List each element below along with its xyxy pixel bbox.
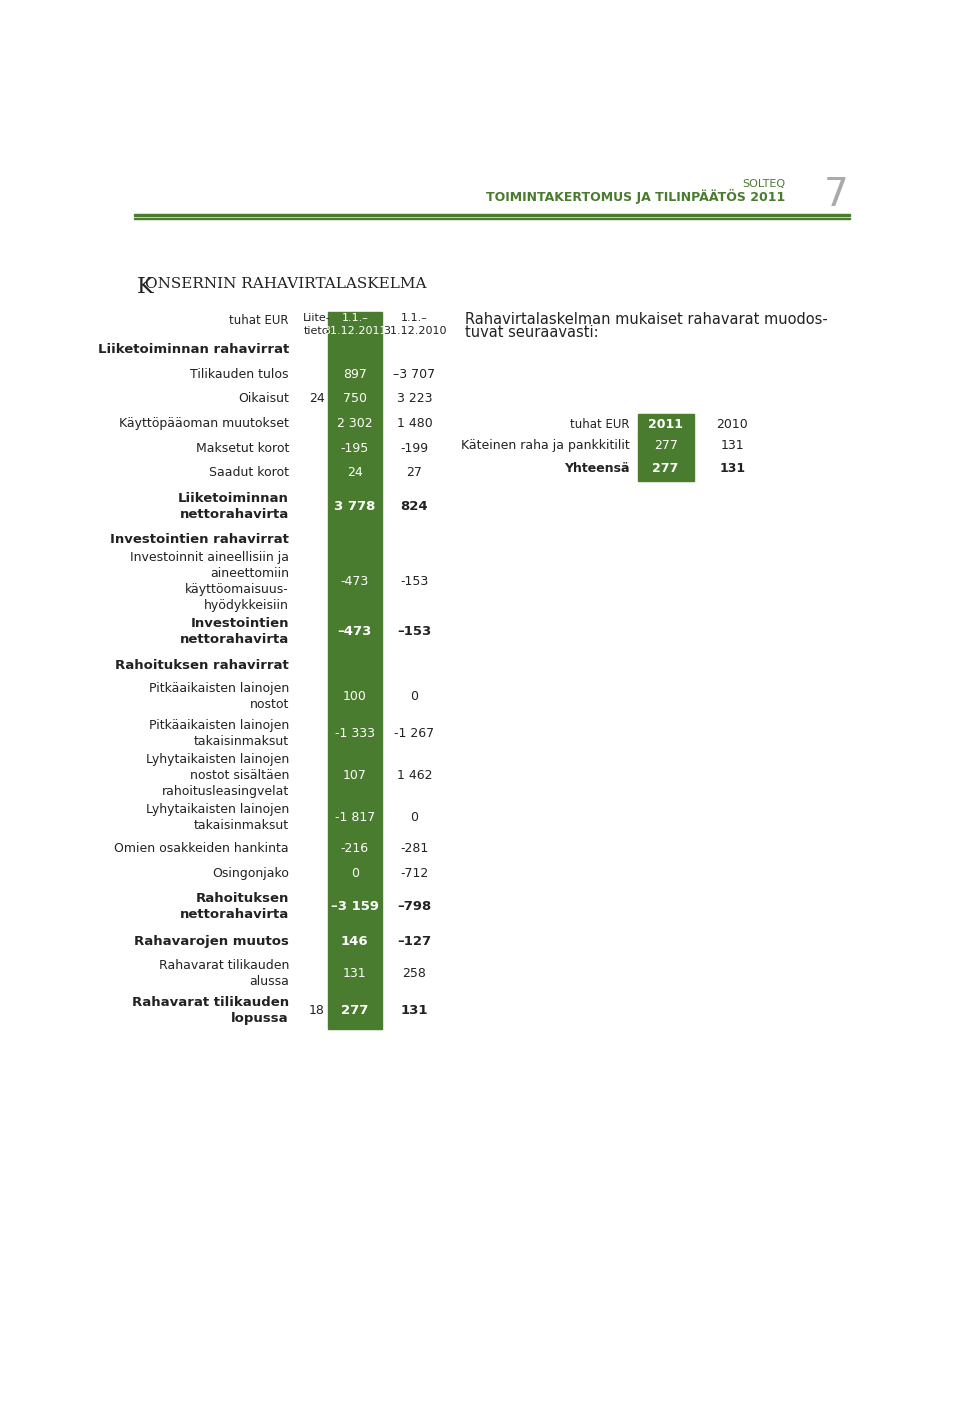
- Text: 24: 24: [309, 393, 324, 405]
- Text: -281: -281: [400, 842, 428, 856]
- Text: 2010: 2010: [716, 418, 748, 431]
- Text: Käyttöpääoman muutokset: Käyttöpääoman muutokset: [119, 417, 289, 431]
- Text: -153: -153: [400, 575, 428, 587]
- Text: Rahavarojen muutos: Rahavarojen muutos: [134, 935, 289, 947]
- Text: 277: 277: [654, 439, 678, 452]
- Text: Käteinen raha ja pankkitilit: Käteinen raha ja pankkitilit: [461, 439, 630, 452]
- Text: Pitkäaikaisten lainojen
takaisinmaksut: Pitkäaikaisten lainojen takaisinmaksut: [149, 719, 289, 747]
- Text: Liiketoiminnan
nettorahavirta: Liiketoiminnan nettorahavirta: [178, 491, 289, 521]
- Text: tuhat EUR: tuhat EUR: [229, 315, 289, 328]
- Text: 18: 18: [309, 1004, 324, 1017]
- Text: Rahavarat tilikauden
alussa: Rahavarat tilikauden alussa: [158, 959, 289, 988]
- Text: 258: 258: [402, 967, 426, 980]
- Text: 1.1.–
31.12.2010: 1.1.– 31.12.2010: [383, 313, 446, 336]
- Text: 146: 146: [341, 935, 369, 947]
- Text: 100: 100: [343, 689, 367, 703]
- Text: 277: 277: [341, 1004, 369, 1017]
- Text: 1 480: 1 480: [396, 417, 432, 431]
- Text: –3 159: –3 159: [331, 901, 379, 914]
- Text: Rahoituksen
nettorahavirta: Rahoituksen nettorahavirta: [180, 892, 289, 921]
- Text: Lyhytaikaisten lainojen
nostot sisältäen
rahoitusleasingvelat: Lyhytaikaisten lainojen nostot sisältäen…: [146, 753, 289, 798]
- Text: Investointien rahavirrat: Investointien rahavirrat: [110, 534, 289, 546]
- Text: Yhteensä: Yhteensä: [564, 463, 630, 476]
- Text: -1 267: -1 267: [395, 727, 435, 740]
- Text: -473: -473: [341, 575, 369, 587]
- Text: Rahoituksen rahavirrat: Rahoituksen rahavirrat: [115, 659, 289, 672]
- Text: -216: -216: [341, 842, 369, 856]
- Text: Liiketoiminnan rahavirrat: Liiketoiminnan rahavirrat: [98, 343, 289, 356]
- Text: -1 333: -1 333: [335, 727, 374, 740]
- Text: Maksetut korot: Maksetut korot: [196, 442, 289, 455]
- Text: Saadut korot: Saadut korot: [209, 466, 289, 479]
- Text: 750: 750: [343, 393, 367, 405]
- Text: 107: 107: [343, 770, 367, 782]
- Text: tuvat seuraavasti:: tuvat seuraavasti:: [465, 325, 598, 340]
- Text: Rahavarat tilikauden
lopussa: Rahavarat tilikauden lopussa: [132, 995, 289, 1025]
- Text: 24: 24: [347, 466, 363, 479]
- Bar: [327, 337, 382, 1029]
- Text: -199: -199: [400, 442, 428, 455]
- Text: –127: –127: [397, 935, 432, 947]
- Text: 0: 0: [411, 812, 419, 825]
- Text: tuhat EUR: tuhat EUR: [570, 418, 630, 431]
- Text: Pitkäaikaisten lainojen
nostot: Pitkäaikaisten lainojen nostot: [149, 682, 289, 710]
- Text: -1 817: -1 817: [335, 812, 375, 825]
- Text: -712: -712: [400, 867, 428, 880]
- Text: Investoinnit aineellisiin ja
aineettomiin
käyttöomaisuus-
hyödykkeisiin: Investoinnit aineellisiin ja aineettomii…: [130, 551, 289, 611]
- Text: SOLTEQ: SOLTEQ: [742, 179, 785, 189]
- Text: 824: 824: [400, 500, 428, 513]
- Text: –798: –798: [397, 901, 432, 914]
- Text: 27: 27: [407, 466, 422, 479]
- Text: Tilikauden tulos: Tilikauden tulos: [190, 367, 289, 381]
- Text: 2 302: 2 302: [337, 417, 372, 431]
- Text: 0: 0: [350, 867, 359, 880]
- Text: Lyhytaikaisten lainojen
takaisinmaksut: Lyhytaikaisten lainojen takaisinmaksut: [146, 803, 289, 832]
- Text: 131: 131: [400, 1004, 428, 1017]
- Text: 131: 131: [719, 463, 745, 476]
- Text: Liite-
tieto: Liite- tieto: [303, 313, 331, 336]
- Text: –473: –473: [338, 626, 372, 638]
- Text: 131: 131: [343, 967, 367, 980]
- Text: 1.1.–
31.12.2011: 1.1.– 31.12.2011: [324, 313, 387, 336]
- Text: 277: 277: [653, 463, 679, 476]
- Text: ONSERNIN RAHAVIRTALASKELMA: ONSERNIN RAHAVIRTALASKELMA: [145, 277, 426, 291]
- Text: 1 462: 1 462: [396, 770, 432, 782]
- Text: K: K: [137, 275, 154, 298]
- Text: 131: 131: [720, 439, 744, 452]
- Text: -195: -195: [341, 442, 369, 455]
- Bar: [327, 312, 382, 337]
- Text: Osingonjako: Osingonjako: [212, 867, 289, 880]
- Text: Rahavirtalaskelman mukaiset rahavarat muodos-: Rahavirtalaskelman mukaiset rahavarat mu…: [465, 312, 828, 328]
- Text: 3 223: 3 223: [396, 393, 432, 405]
- Text: 7: 7: [824, 175, 849, 213]
- Text: Investointien
nettorahavirta: Investointien nettorahavirta: [180, 617, 289, 647]
- Text: –3 707: –3 707: [394, 367, 436, 381]
- Text: 2011: 2011: [648, 418, 684, 431]
- Text: 3 778: 3 778: [334, 500, 375, 513]
- Text: TOIMINTAKERTOMUS JA TILINPÄÄTÖS 2011: TOIMINTAKERTOMUS JA TILINPÄÄTÖS 2011: [486, 189, 785, 205]
- Text: –153: –153: [397, 626, 432, 638]
- Text: 897: 897: [343, 367, 367, 381]
- Bar: [637, 435, 693, 480]
- Text: Omien osakkeiden hankinta: Omien osakkeiden hankinta: [114, 842, 289, 856]
- Bar: [637, 414, 693, 435]
- Text: 0: 0: [411, 689, 419, 703]
- Bar: [134, 215, 850, 216]
- Text: Oikaisut: Oikaisut: [238, 393, 289, 405]
